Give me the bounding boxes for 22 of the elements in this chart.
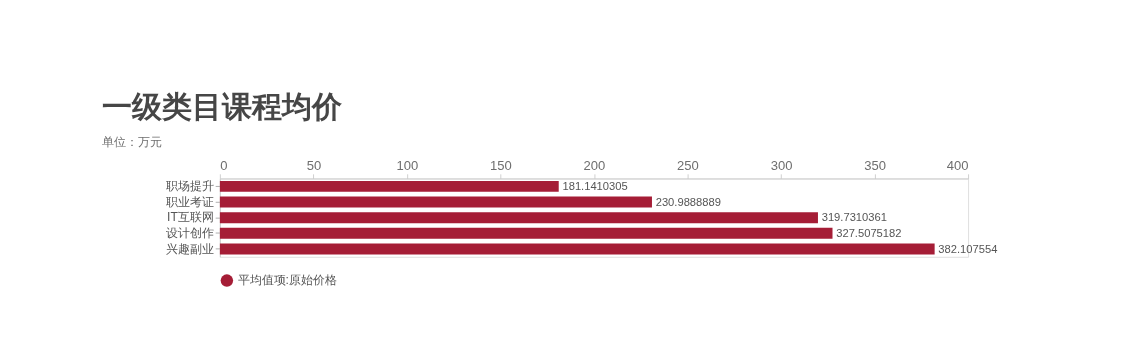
chart-title: 一级类目课程均价 <box>102 90 344 124</box>
y-tick-label: 设计创作 <box>165 226 214 241</box>
y-tick-label: IT互联网 <box>167 210 214 225</box>
data-label: 327.5075182 <box>836 227 902 240</box>
data-label: 319.7310361 <box>821 211 887 224</box>
x-tick-label: 150 <box>490 157 512 173</box>
x-tick-label: 100 <box>396 157 419 173</box>
data-label: 230.9888889 <box>655 195 721 208</box>
x-tick-label: 0 <box>220 157 228 173</box>
x-tick-label: 250 <box>677 157 699 173</box>
y-tick-label: 职业考证 <box>165 194 214 209</box>
x-tick-label: 300 <box>770 157 793 173</box>
chart-subtitle: 单位：万元 <box>102 134 163 149</box>
legend-label: 平均值项:原始价格 <box>237 273 337 288</box>
x-tick-label: 200 <box>583 157 606 173</box>
x-tick-label: 400 <box>946 157 969 173</box>
y-tick-label: 兴趣副业 <box>165 241 214 256</box>
y-tick-label: 职场提升 <box>165 179 214 194</box>
x-tick-label: 350 <box>864 157 886 173</box>
data-label: 382.107554 <box>938 242 998 255</box>
x-tick-label: 50 <box>306 157 322 173</box>
data-label: 181.1410305 <box>562 180 628 193</box>
